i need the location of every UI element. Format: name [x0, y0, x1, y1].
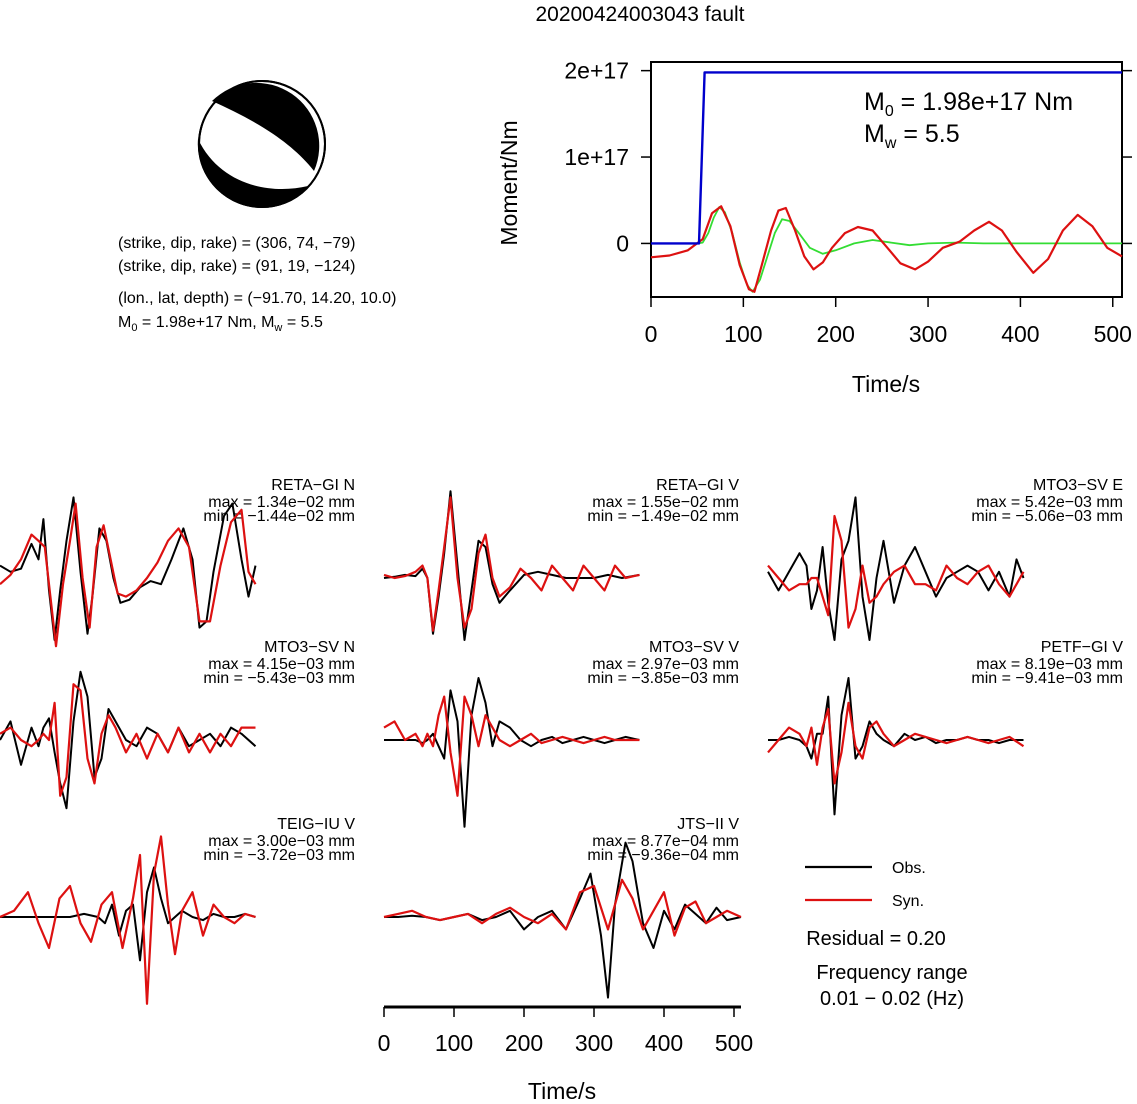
moment-xtick-label: 0 [645, 321, 658, 347]
station-min: min = −5.06e−03 mm [971, 508, 1123, 525]
station-min: min = −1.49e−02 mm [587, 508, 739, 525]
synthetic-waveform [383, 496, 640, 632]
moment-annotation-m0: M0 = 1.98e+17 Nm [864, 88, 1073, 120]
moment-ytick-label: 2e+17 [564, 58, 629, 84]
moment-ytick-label: 0 [616, 230, 629, 256]
moment-xlabel: Time/s [852, 371, 920, 397]
station-label: RETA−GI V [656, 477, 739, 494]
synthetic-waveform [767, 514, 1025, 629]
station-label: JTS−II V [677, 816, 739, 833]
time-axis-tick-label: 200 [505, 1030, 543, 1056]
station-max: max = 8.77e−04 mm [592, 833, 739, 850]
figure-title: 20200424003043 fault [535, 3, 744, 26]
station-min: min = −3.85e−03 mm [587, 670, 739, 687]
station-min: min = −9.41e−03 mm [971, 670, 1123, 687]
observed-waveform [384, 677, 640, 828]
station-label: MTO3−SV N [264, 639, 355, 656]
synthetic-waveform [383, 695, 640, 797]
moment-annotation-mw: Mw = 5.5 [864, 120, 960, 152]
mechanism-magnitude: M0 = 1.98e+17 Nm, Mw = 5.5 [118, 314, 323, 334]
time-axis-tick-label: 500 [715, 1030, 753, 1056]
legend-obs-label: Obs. [892, 860, 926, 877]
residual-text: Residual = 0.20 [806, 928, 946, 950]
moment-xtick-label: 100 [724, 321, 762, 347]
frequency-range-title: Frequency range [816, 962, 967, 984]
waveform-legend: Obs. Syn. [805, 860, 926, 910]
moment-plot-frame [650, 61, 1123, 298]
station-label: RETA−GI N [271, 477, 355, 494]
synthetic-waveform [383, 878, 742, 937]
frequency-range-value: 0.01 − 0.02 (Hz) [820, 988, 964, 1010]
station-label: PETF−GI V [1041, 639, 1124, 656]
moment-ytick-label: 1e+17 [564, 144, 629, 170]
legend-syn-label: Syn. [892, 893, 924, 910]
waveform-xlabel: Time/s [528, 1078, 596, 1104]
moment-rate-line [651, 206, 1122, 293]
focal-mechanism-beachball [197, 80, 326, 208]
moment-ylabel: Moment/Nm [496, 120, 522, 245]
station-max: max = 8.19e−03 mm [976, 656, 1123, 673]
synthetic-waveform [0, 683, 256, 797]
station-label: MTO3−SV E [1033, 477, 1123, 494]
station-max: max = 4.15e−03 mm [208, 656, 355, 673]
station-label: TEIG−IU V [277, 816, 355, 833]
mechanism-location: (lon., lat, depth) = (−91.70, 14.20, 10.… [118, 290, 396, 307]
synthetic-waveform [767, 701, 1025, 785]
station-max: max = 5.42e−03 mm [976, 494, 1123, 511]
station-min: min = −9.36e−04 mm [587, 847, 739, 864]
cumulative-moment-line [651, 71, 1122, 245]
time-axis-tick-label: 300 [575, 1030, 613, 1056]
waveform-time-axis: 0 100 200 300 400 500 Time/s [378, 1005, 753, 1104]
station-max: max = 1.55e−02 mm [592, 494, 739, 511]
moment-xtick-label: 500 [1094, 321, 1132, 347]
time-axis-tick-label: 400 [645, 1030, 683, 1056]
station-min: min = −5.43e−03 mm [203, 670, 355, 687]
station-max: max = 1.34e−02 mm [208, 494, 355, 511]
moment-xtick-label: 300 [909, 321, 947, 347]
time-axis-tick-label: 100 [435, 1030, 473, 1056]
station-min: min = −1.44e−02 mm [203, 508, 355, 525]
observed-waveform [0, 866, 256, 962]
station-min: min = −3.72e−03 mm [203, 847, 355, 864]
moment-synthetic-line [650, 205, 1123, 293]
time-axis-tick-label: 0 [378, 1030, 391, 1056]
mechanism-nodal-plane-1: (strike, dip, rake) = (306, 74, −79) [118, 235, 355, 252]
mechanism-nodal-plane-2: (strike, dip, rake) = (91, 19, −124) [118, 258, 355, 275]
synthetic-waveform [0, 835, 256, 1005]
moment-xtick-label: 200 [817, 321, 855, 347]
station-max: max = 2.97e−03 mm [592, 656, 739, 673]
station-max: max = 3.00e−03 mm [208, 833, 355, 850]
station-label: MTO3−SV V [649, 639, 739, 656]
synthetic-waveform [0, 502, 257, 648]
moment-rate-plot: Moment/Nm Time/s M0 = 1.98e+17 Nm Mw = 5… [496, 58, 1132, 397]
moment-xtick-label: 400 [1001, 321, 1039, 347]
